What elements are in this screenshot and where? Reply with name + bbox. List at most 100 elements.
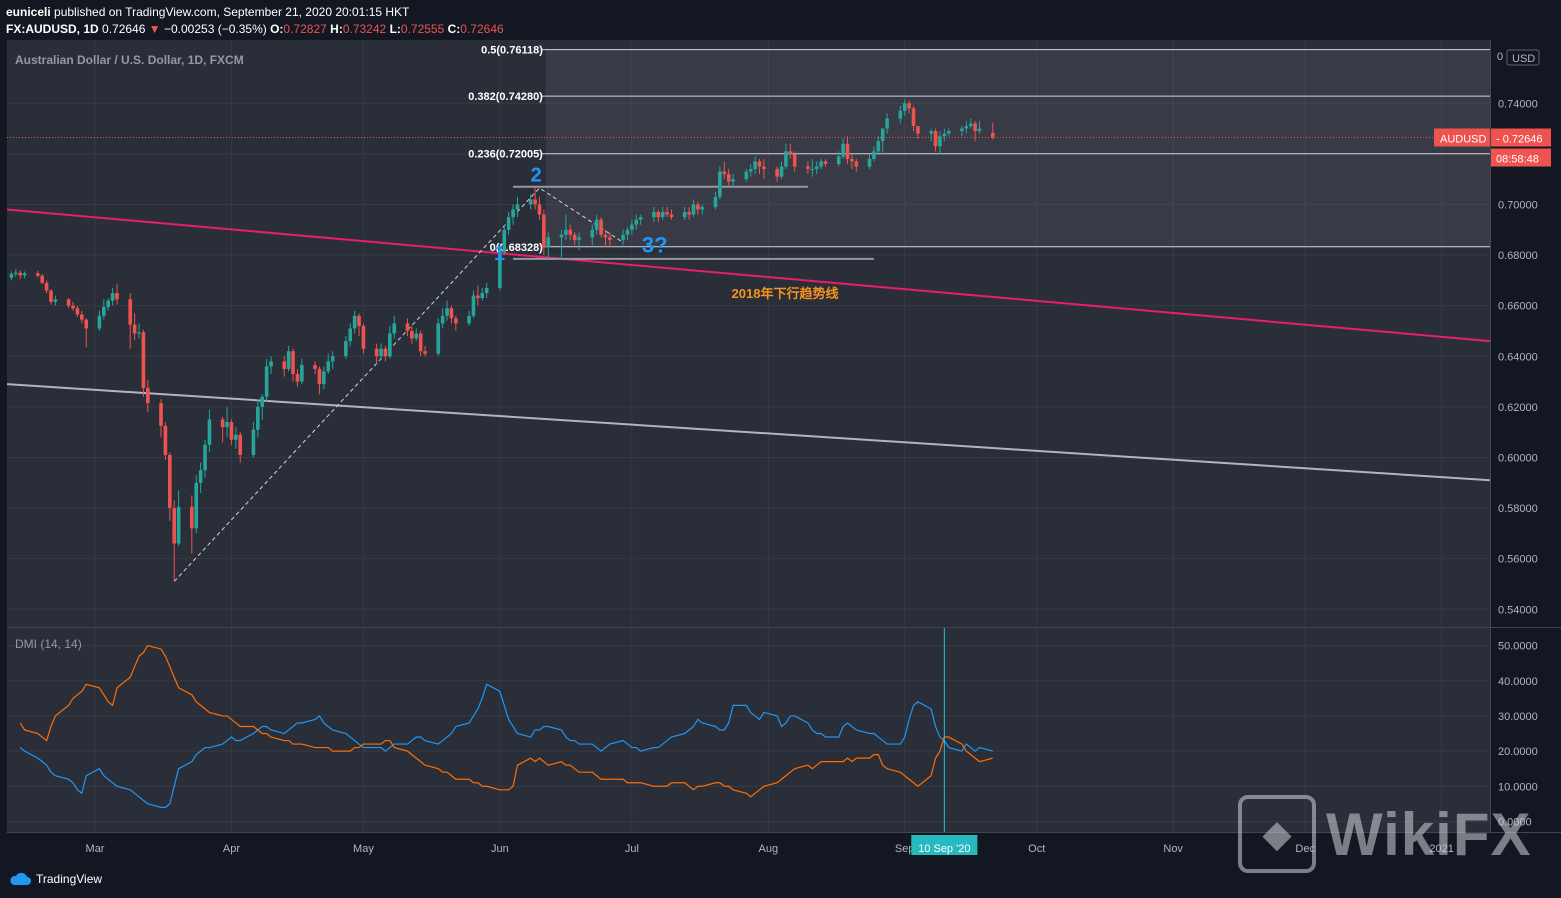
low-label: L: (389, 22, 401, 36)
candle-body (352, 315, 357, 329)
candle (845, 136, 850, 164)
candle-body (568, 229, 573, 235)
candle (867, 153, 872, 170)
candle (748, 163, 753, 177)
candle-body (722, 171, 727, 175)
candle (568, 224, 573, 240)
candle (256, 399, 260, 438)
candle-body (718, 171, 722, 197)
candle-body (665, 212, 669, 215)
candle-body (44, 282, 49, 291)
candle (533, 188, 537, 210)
candle-body (968, 123, 973, 127)
candle (423, 346, 427, 357)
dmi-tick-label: 40.0000 (1498, 676, 1538, 688)
candle-body (163, 425, 168, 455)
candle (440, 308, 445, 329)
candle (810, 158, 815, 177)
candle (542, 209, 546, 256)
candle (990, 122, 995, 140)
candle-body (106, 300, 111, 307)
candle (630, 219, 634, 235)
price-tick-label: 0.60000 (1498, 452, 1538, 464)
candle-body (542, 214, 546, 248)
candle-body (225, 422, 229, 428)
candle-body (176, 506, 181, 544)
candle (410, 325, 414, 344)
candle (929, 128, 933, 142)
candle (383, 346, 388, 362)
candle (172, 500, 177, 582)
author-name[interactable]: euniceli (6, 5, 51, 19)
candle-body (66, 299, 71, 306)
down-arrow-icon: ▼ (148, 22, 161, 36)
candle-body (511, 209, 515, 218)
candle-body (788, 151, 793, 154)
dmi-title: DMI (14, 14) (15, 637, 82, 651)
candle-body (251, 429, 256, 455)
candle (946, 128, 951, 137)
candle-body (792, 153, 797, 167)
candle (436, 318, 441, 357)
cloud-icon (10, 872, 31, 885)
candle-body (726, 174, 731, 182)
candle (44, 280, 49, 294)
candle (80, 310, 84, 324)
candle (634, 214, 639, 230)
candle-body (775, 169, 779, 177)
candle (880, 128, 885, 154)
symbol-tag-label: AUDUSD (1440, 134, 1487, 146)
candle (352, 310, 357, 334)
candle (498, 247, 502, 291)
candle-body (687, 212, 691, 215)
candle (66, 298, 71, 309)
candle-body (480, 293, 485, 299)
crosshair-date-label: 10 Sep '20 (918, 843, 970, 855)
candle (313, 361, 317, 374)
candle-body (454, 318, 458, 324)
dmi-tick-label: 0.0000 (1498, 816, 1532, 828)
price-change: −0.00253 (−0.35%) (163, 22, 267, 36)
price-tick-label: 0.74000 (1498, 98, 1538, 110)
candle (528, 194, 533, 210)
candle (902, 99, 907, 116)
candle (229, 419, 234, 445)
candle-body (528, 199, 533, 205)
symbol-name: FX:AUDUSD, 1D (6, 22, 99, 36)
candle (198, 462, 203, 493)
low-value: 0.72555 (400, 22, 445, 36)
time-tick-label: 2021 (1429, 843, 1453, 855)
candle (9, 271, 14, 281)
candle-body (564, 229, 568, 235)
candle (322, 366, 326, 390)
candle (577, 232, 581, 251)
candle (418, 330, 423, 357)
candle-body (713, 196, 718, 207)
price-chart[interactable]: 0.5(0.76118) 0.382(0.74280) 0.236(0.72005)… (0, 40, 1561, 870)
last-price: 0.72646 (102, 22, 146, 36)
brand-text: TradingView (36, 872, 103, 886)
candle-body (110, 293, 115, 301)
candle (330, 351, 335, 369)
candle (326, 353, 331, 374)
candle-body (669, 214, 674, 218)
candle-body (696, 204, 700, 210)
candle-body (313, 365, 317, 369)
candle (18, 270, 23, 280)
candle (348, 323, 353, 347)
candle (537, 196, 542, 220)
tradingview-logo[interactable]: TradingView (8, 872, 102, 886)
candle (599, 217, 603, 238)
candle-body (929, 131, 933, 134)
candle (53, 295, 58, 306)
candle (652, 206, 656, 223)
price-tick-label: 0.54000 (1498, 604, 1538, 616)
candle (449, 305, 454, 324)
candle (84, 318, 89, 348)
price-tick-label: 0.58000 (1498, 503, 1538, 515)
candle-body (264, 366, 269, 397)
candle-body (260, 396, 265, 407)
candle (511, 204, 515, 225)
watermark: ◆ WikiFX (1238, 793, 1558, 875)
candle (282, 356, 287, 377)
